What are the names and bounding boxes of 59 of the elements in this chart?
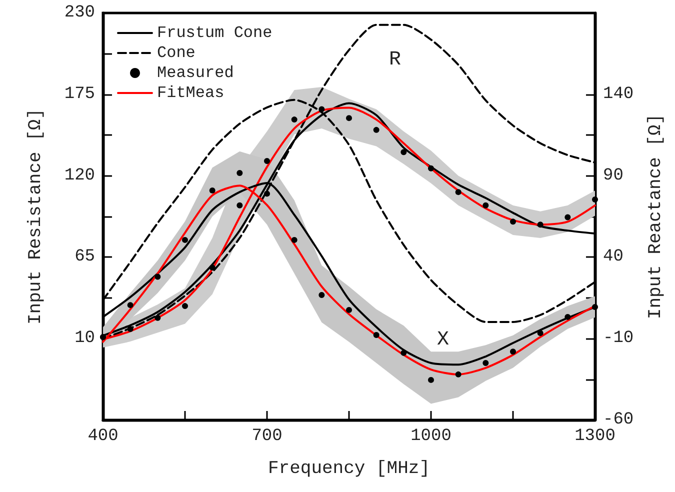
y-tick-label: 175 xyxy=(64,84,95,104)
legend-label: Cone xyxy=(157,44,196,62)
x-tick-label: 400 xyxy=(88,427,118,446)
point xyxy=(182,236,188,243)
y2-tick-label: 140 xyxy=(603,84,634,104)
point xyxy=(428,376,434,383)
y-tick-label: 65 xyxy=(74,248,95,267)
point xyxy=(455,189,462,196)
annotation: X xyxy=(436,328,450,352)
point xyxy=(564,314,571,320)
point xyxy=(564,214,571,220)
legend-label: FitMeas xyxy=(157,84,224,102)
y2-axis-title: Input Reactance [Ω] xyxy=(646,114,666,320)
point xyxy=(346,306,352,313)
point xyxy=(482,360,489,366)
x-tick-label: 1000 xyxy=(410,427,452,446)
point xyxy=(400,350,407,356)
point xyxy=(510,218,516,225)
point xyxy=(264,190,270,197)
y2-tick-label: 90 xyxy=(603,166,624,186)
annotation: R xyxy=(388,48,402,72)
y2-tick-label: -60 xyxy=(603,410,634,430)
point xyxy=(482,202,489,208)
legend-label: Measured xyxy=(157,64,234,82)
y-tick-label: 120 xyxy=(64,166,95,186)
point xyxy=(127,302,134,308)
x-tick-label: 700 xyxy=(252,427,282,446)
point xyxy=(318,106,325,112)
point xyxy=(264,158,270,164)
point xyxy=(154,274,161,280)
point xyxy=(373,332,380,338)
point xyxy=(428,165,434,172)
y2-tick-label: 40 xyxy=(603,248,624,267)
point xyxy=(291,116,298,123)
y2-tick-label: -10 xyxy=(603,329,634,348)
x-axis-title: Frequency [MHz] xyxy=(268,459,430,479)
y-tick-label: 10 xyxy=(74,329,95,348)
point xyxy=(537,330,544,336)
point xyxy=(318,292,325,298)
point xyxy=(400,149,407,156)
point xyxy=(209,187,216,194)
point xyxy=(236,202,243,208)
point xyxy=(127,326,134,332)
point xyxy=(455,371,462,378)
point xyxy=(209,264,216,271)
point xyxy=(592,196,598,202)
y-tick-label: 230 xyxy=(64,4,95,22)
point xyxy=(592,304,598,310)
point xyxy=(291,236,298,243)
point xyxy=(236,170,243,176)
legend-label: Frustum Cone xyxy=(157,24,272,42)
point xyxy=(510,348,516,355)
point xyxy=(346,115,352,122)
point xyxy=(182,303,188,310)
x-tick-label: 1300 xyxy=(574,427,616,446)
y-axis-title: Input Resistance [Ω] xyxy=(26,108,46,325)
point xyxy=(373,126,380,133)
point xyxy=(537,222,544,228)
point xyxy=(154,314,161,321)
